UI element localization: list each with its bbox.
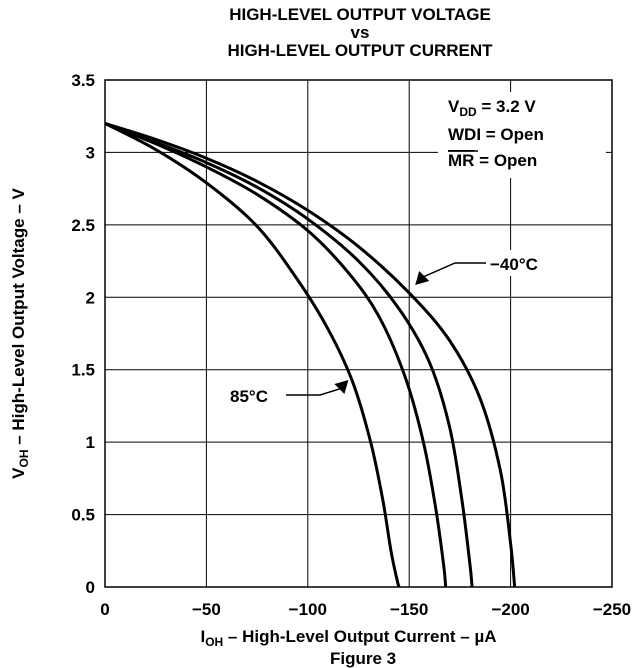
annotation-minus40-bg bbox=[488, 250, 554, 276]
y-tick-label: 3.5 bbox=[71, 71, 95, 90]
annotation-minus40-arrowhead bbox=[415, 270, 430, 285]
series-line-2 bbox=[104, 122, 474, 588]
tick-labels: 0 −50 −100 −150 −200 −250 0 0.5 1 1.5 2 2.5 3 3.5 bbox=[71, 71, 631, 619]
x-tick-label: 0 bbox=[100, 600, 109, 619]
y-axis-label: VOH – High-Level Output Voltage – V bbox=[9, 188, 31, 479]
annotation-85-leader bbox=[286, 387, 343, 396]
figure-caption: Figure 3 bbox=[330, 649, 397, 668]
x-tick-label: −100 bbox=[289, 600, 327, 619]
x-tick-label: −250 bbox=[593, 600, 631, 619]
series-line-4 bbox=[104, 122, 401, 588]
annotation-85-arrowhead bbox=[334, 380, 349, 395]
grid bbox=[105, 80, 612, 587]
series-layer bbox=[104, 122, 517, 588]
x-axis-label: IOH – High-Level Output Current – µA bbox=[200, 627, 496, 649]
y-tick-label: 2 bbox=[86, 288, 95, 307]
chart-title-line-3: HIGH-LEVEL OUTPUT CURRENT bbox=[227, 41, 493, 60]
series-line-3 bbox=[104, 122, 448, 588]
x-tick-label: −150 bbox=[390, 600, 428, 619]
x-tick-label: −50 bbox=[192, 600, 221, 619]
annotation-minus40-leader bbox=[422, 262, 486, 278]
chart-title-line-1: HIGH-LEVEL OUTPUT VOLTAGE bbox=[229, 5, 491, 24]
y-tick-label: 0.5 bbox=[71, 506, 95, 525]
y-tick-label: 0 bbox=[86, 578, 95, 597]
annotation-minus40: −40°C bbox=[490, 255, 538, 274]
annotation-85: 85°C bbox=[230, 387, 268, 406]
chart-title-line-2: vs bbox=[350, 23, 370, 42]
y-tick-label: 1 bbox=[86, 433, 95, 452]
vdd-condition: VDD = 3.2 V bbox=[448, 97, 536, 119]
series-line-1 bbox=[104, 122, 517, 588]
y-tick-label: 2.5 bbox=[71, 216, 95, 235]
conditions-box bbox=[438, 92, 606, 178]
y-tick-label: 3 bbox=[86, 143, 95, 162]
annotation-85-bg bbox=[226, 382, 282, 408]
mr-condition: MR = Open bbox=[448, 151, 537, 170]
plot-frame bbox=[104, 79, 613, 588]
x-tick-label: −200 bbox=[491, 600, 529, 619]
wdi-condition: WDI = Open bbox=[448, 125, 544, 144]
y-tick-label: 1.5 bbox=[71, 361, 95, 380]
